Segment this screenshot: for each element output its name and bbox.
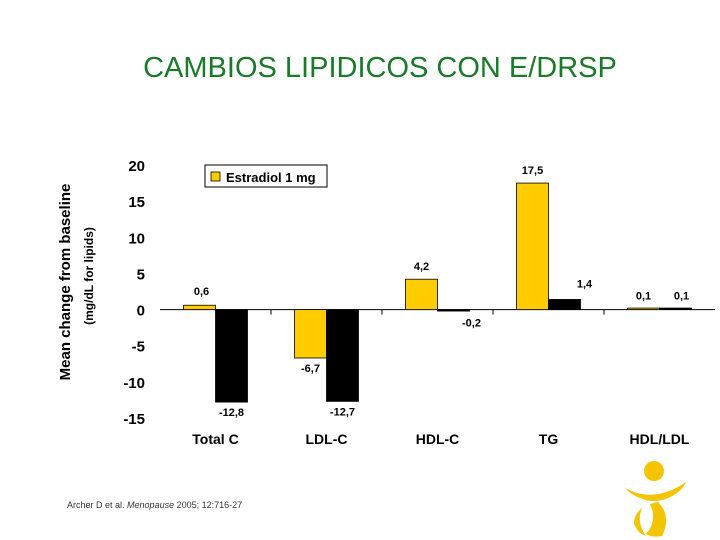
y-tick-label: 15: [128, 194, 145, 211]
bar-value-label: -6,7: [301, 363, 320, 375]
bars: [183, 182, 692, 403]
category-label: Total C: [192, 431, 238, 447]
bar: [183, 304, 216, 310]
bar-value-label: 0,6: [194, 286, 209, 298]
legend-box: [204, 164, 328, 188]
legend-swatch: [210, 171, 221, 182]
bar: [405, 278, 438, 310]
citation-details: 2005; 12:716-27: [176, 500, 243, 510]
bar: [294, 309, 327, 359]
y-axis-labels: Mean change from baseline (mg/dL for lip…: [57, 184, 96, 381]
y-axis-subtitle: (mg/dL for lipids): [82, 227, 96, 325]
logo-body: [646, 502, 667, 537]
y-tick-label: -10: [123, 375, 145, 392]
category-label: HDL-C: [416, 431, 460, 447]
bar: [548, 299, 581, 310]
bar-value-label: -0,2: [462, 318, 481, 330]
y-tick-label: 5: [137, 266, 145, 283]
bar: [215, 309, 248, 403]
y-ticks: 20 15 10 5 0 -5 -10 -15: [123, 158, 145, 428]
category-label: HDL/LDL: [630, 431, 690, 447]
bar-value-label: 1,4: [577, 278, 593, 290]
logo-arms: [625, 482, 686, 501]
logo-leg: [634, 508, 646, 536]
legend: Estradiol 1 mg: [204, 164, 328, 188]
bar-value-label: -12,7: [330, 406, 355, 418]
category-labels: Total C LDL-C HDL-C TG HDL/LDL: [192, 431, 690, 447]
y-tick-label: -15: [123, 411, 145, 428]
category-label: LDL-C: [306, 431, 348, 447]
y-axis-title: Mean change from baseline: [57, 184, 74, 381]
category-label: TG: [539, 431, 559, 447]
y-tick-label: 0: [137, 303, 145, 320]
bar: [516, 182, 549, 310]
legend-label: Estradiol 1 mg: [226, 170, 316, 185]
citation-journal: Menopause: [127, 500, 175, 510]
brand-logo: [625, 461, 686, 537]
y-tick-label: 20: [128, 158, 145, 175]
bar-value-label: 17,5: [522, 165, 543, 177]
bar-value-label: -12,8: [219, 407, 244, 419]
bar: [326, 309, 359, 402]
bar: [659, 307, 692, 310]
logo-head: [644, 461, 664, 481]
y-tick-label: -5: [132, 339, 145, 356]
citation: Archer D et al. Menopause 2005; 12:716-2…: [67, 500, 242, 510]
y-tick-label: 10: [128, 230, 145, 247]
value-labels: 0,6 -12,8 -6,7 -12,7 4,2 -0,2 17,5 1,4 0,1 0,1: [194, 165, 689, 419]
bar-value-label: 0,1: [674, 291, 689, 303]
bar-value-label: 0,1: [636, 291, 651, 303]
bar-value-label: 4,2: [414, 261, 429, 273]
bar: [627, 307, 660, 310]
bar: [437, 309, 470, 312]
slide-title: CAMBIOS LIPIDICOS CON E/DRSP: [143, 52, 617, 84]
citation-authors: Archer D et al.: [67, 500, 125, 510]
